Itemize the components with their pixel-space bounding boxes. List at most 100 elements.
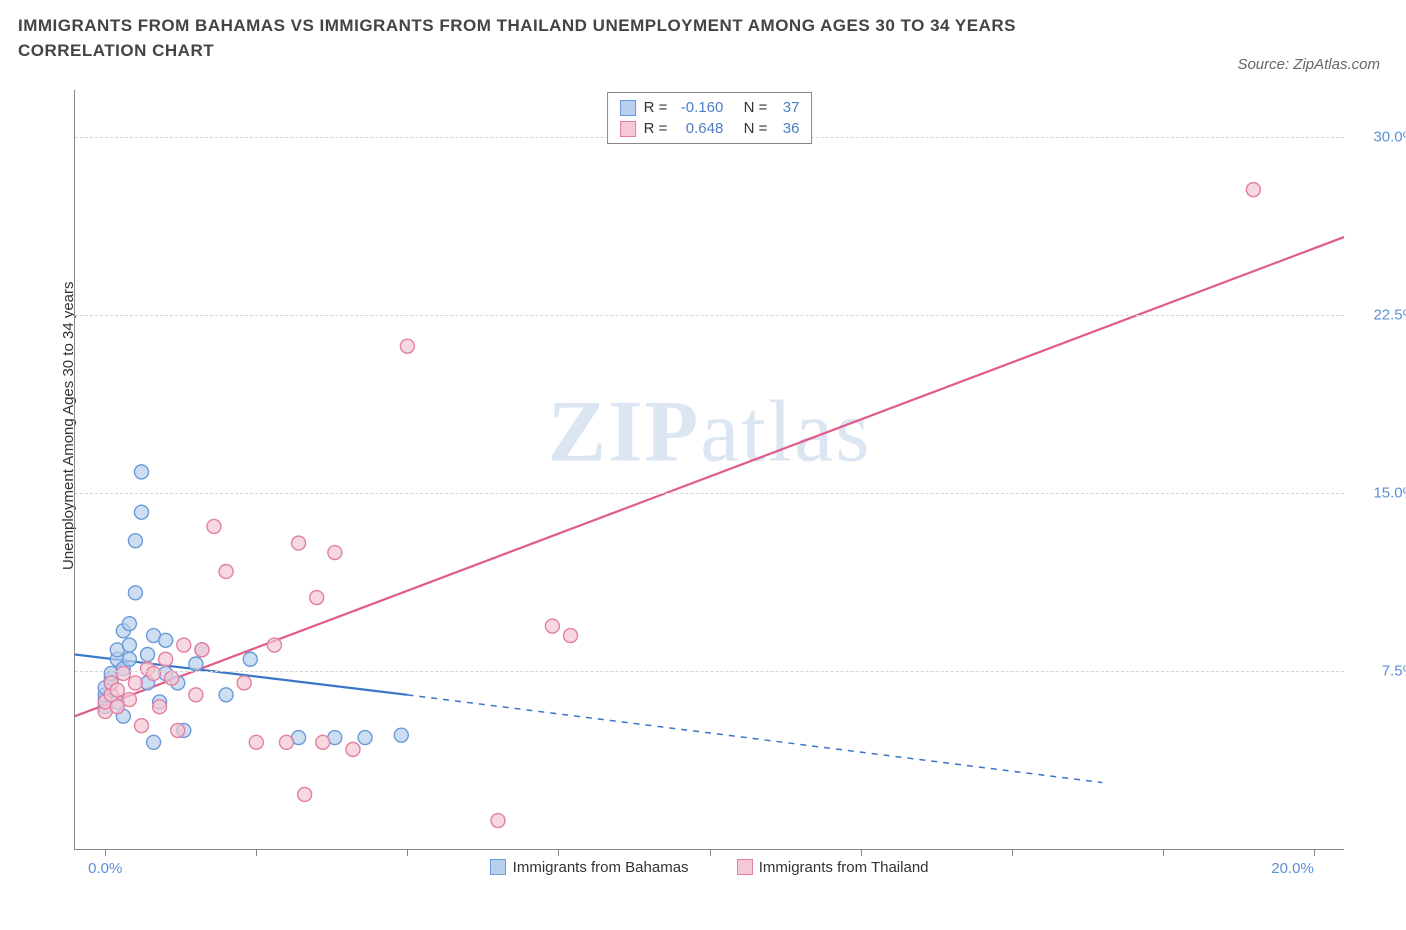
data-point-bahamas xyxy=(122,652,136,666)
data-point-bahamas xyxy=(104,676,118,690)
data-point-thailand xyxy=(310,591,324,605)
data-point-bahamas xyxy=(328,731,342,745)
data-point-thailand xyxy=(110,700,124,714)
source-attribution: Source: ZipAtlas.com xyxy=(1237,56,1380,73)
x-tick xyxy=(407,849,408,856)
r-value: -0.160 xyxy=(673,97,723,118)
data-point-bahamas xyxy=(219,688,233,702)
data-point-bahamas xyxy=(104,666,118,680)
y-tick-label: 15.0% xyxy=(1356,485,1406,502)
x-tick xyxy=(861,849,862,856)
data-point-bahamas xyxy=(110,652,124,666)
data-point-thailand xyxy=(545,619,559,633)
data-point-thailand xyxy=(1246,183,1260,197)
legend-label: Immigrants from Thailand xyxy=(759,859,929,876)
data-point-bahamas xyxy=(98,693,112,707)
data-point-thailand xyxy=(189,688,203,702)
data-point-bahamas xyxy=(153,695,167,709)
x-tick xyxy=(105,849,106,856)
data-point-bahamas xyxy=(116,709,130,723)
data-point-bahamas xyxy=(104,671,118,685)
data-point-bahamas xyxy=(116,624,130,638)
data-point-thailand xyxy=(128,676,142,690)
n-value: 37 xyxy=(773,97,799,118)
data-point-thailand xyxy=(298,787,312,801)
plot-wrapper: Unemployment Among Ages 30 to 34 years Z… xyxy=(50,90,1386,880)
r-value: 0.648 xyxy=(673,118,723,139)
data-point-bahamas xyxy=(134,505,148,519)
data-point-bahamas xyxy=(177,723,191,737)
data-point-bahamas xyxy=(98,688,112,702)
data-point-bahamas xyxy=(122,617,136,631)
data-point-thailand xyxy=(207,519,221,533)
data-point-thailand xyxy=(219,564,233,578)
gridline-h xyxy=(75,671,1344,672)
data-point-bahamas xyxy=(134,465,148,479)
data-point-bahamas xyxy=(147,735,161,749)
data-point-bahamas xyxy=(159,666,173,680)
data-point-thailand xyxy=(177,638,191,652)
data-point-bahamas xyxy=(358,731,372,745)
legend-swatch xyxy=(620,121,636,137)
data-point-thailand xyxy=(400,339,414,353)
data-point-bahamas xyxy=(128,534,142,548)
data-point-thailand xyxy=(195,643,209,657)
data-point-thailand xyxy=(98,695,112,709)
legend-swatch xyxy=(620,100,636,116)
data-point-thailand xyxy=(237,676,251,690)
data-point-bahamas xyxy=(110,695,124,709)
trend-line-bahamas xyxy=(75,655,407,695)
data-point-bahamas xyxy=(141,676,155,690)
r-label: R = xyxy=(644,97,668,118)
data-point-thailand xyxy=(147,666,161,680)
data-point-bahamas xyxy=(159,633,173,647)
x-tick-label: 0.0% xyxy=(88,860,122,877)
data-point-bahamas xyxy=(141,648,155,662)
data-point-thailand xyxy=(110,683,124,697)
watermark: ZIPatlas xyxy=(548,381,872,482)
r-label: R = xyxy=(644,118,668,139)
data-point-thailand xyxy=(280,735,294,749)
data-point-thailand xyxy=(292,536,306,550)
legend-swatch xyxy=(737,859,753,875)
data-point-thailand xyxy=(134,719,148,733)
data-point-bahamas xyxy=(394,728,408,742)
gridline-h xyxy=(75,315,1344,316)
data-point-thailand xyxy=(122,693,136,707)
data-point-thailand xyxy=(316,735,330,749)
legend-correlation-box: R =-0.160 N =37R =0.648 N =36 xyxy=(607,92,813,144)
data-point-thailand xyxy=(104,676,118,690)
legend-corr-row-bahamas: R =-0.160 N =37 xyxy=(620,97,800,118)
data-point-bahamas xyxy=(171,676,185,690)
data-point-bahamas xyxy=(147,629,161,643)
data-point-thailand xyxy=(267,638,281,652)
n-label: N = xyxy=(744,97,768,118)
trend-line-extrapolated-bahamas xyxy=(407,695,1102,783)
data-point-bahamas xyxy=(98,700,112,714)
legend-corr-row-thailand: R =0.648 N =36 xyxy=(620,118,800,139)
data-point-thailand xyxy=(141,662,155,676)
legend-swatch xyxy=(490,859,506,875)
y-tick-label: 7.5% xyxy=(1356,663,1406,680)
data-point-thailand xyxy=(116,666,130,680)
data-point-thailand xyxy=(328,546,342,560)
legend-item-bahamas: Immigrants from Bahamas xyxy=(490,859,688,876)
legend-label: Immigrants from Bahamas xyxy=(513,859,689,876)
data-point-bahamas xyxy=(243,652,257,666)
data-point-bahamas xyxy=(122,638,136,652)
y-tick-label: 22.5% xyxy=(1356,307,1406,324)
x-tick-label: 20.0% xyxy=(1271,860,1314,877)
data-point-bahamas xyxy=(110,643,124,657)
data-point-thailand xyxy=(165,671,179,685)
x-tick xyxy=(710,849,711,856)
plot-area: ZIPatlas R =-0.160 N =37R =0.648 N =36 I… xyxy=(74,90,1344,850)
data-point-bahamas xyxy=(116,662,130,676)
data-point-thailand xyxy=(249,735,263,749)
trend-line-thailand xyxy=(75,237,1344,716)
data-point-bahamas xyxy=(128,586,142,600)
n-value: 36 xyxy=(773,118,799,139)
data-point-thailand xyxy=(153,700,167,714)
data-point-thailand xyxy=(491,814,505,828)
chart-svg xyxy=(75,90,1344,849)
chart-title: IMMIGRANTS FROM BAHAMAS VS IMMIGRANTS FR… xyxy=(18,14,1118,63)
